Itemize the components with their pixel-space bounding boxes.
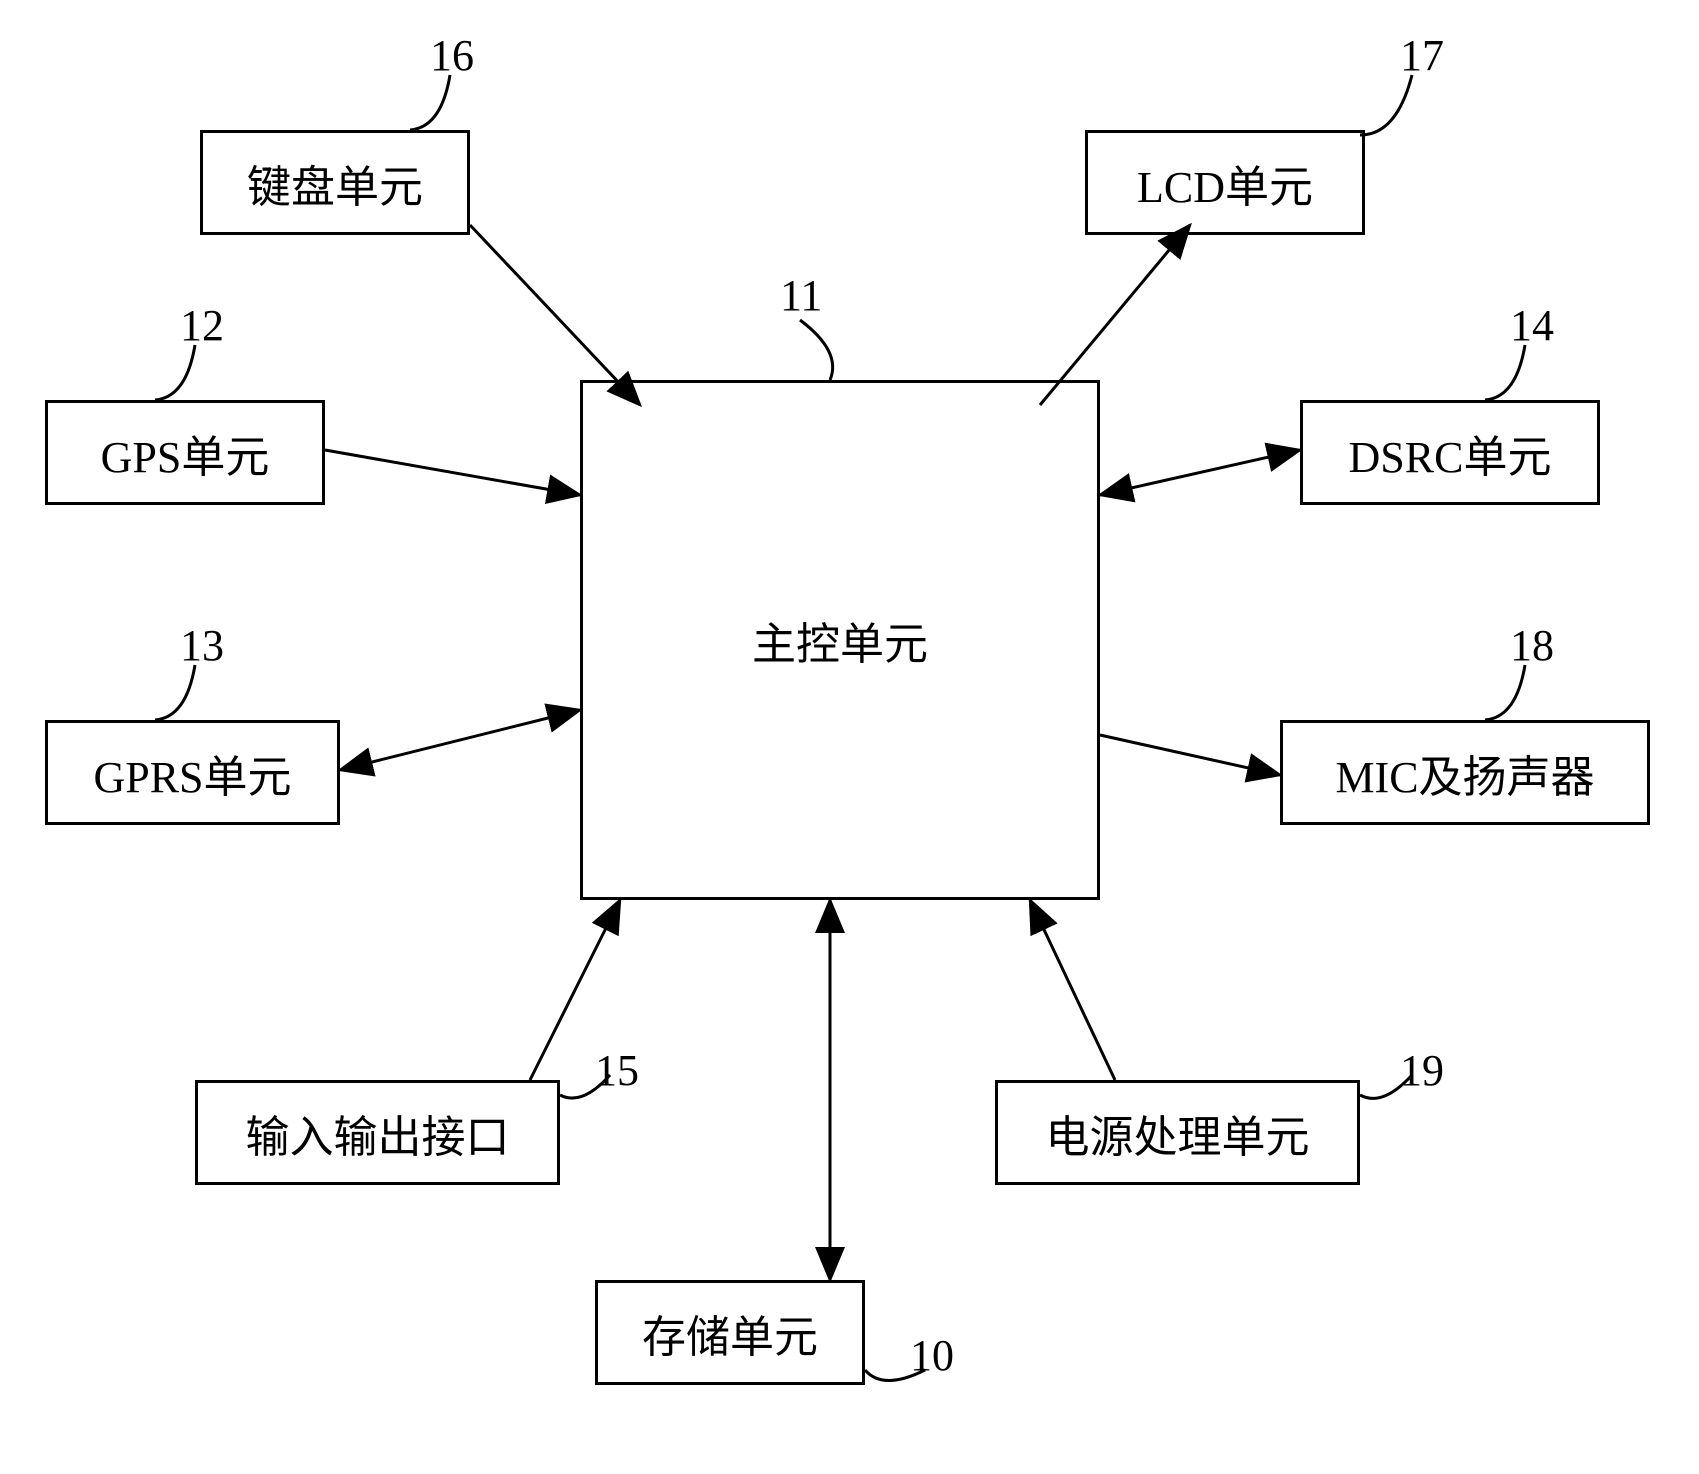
ref-15: 15 [595, 1045, 639, 1096]
block-19-label: 电源处理单元 [1046, 1101, 1310, 1165]
ref-18: 18 [1510, 620, 1554, 671]
block-14: DSRC单元 [1300, 400, 1600, 505]
ref-17: 17 [1400, 30, 1444, 81]
block-10: 存储单元 [595, 1280, 865, 1385]
ref-12: 12 [180, 300, 224, 351]
block-12: GPS单元 [45, 400, 325, 505]
ref-16: 16 [430, 30, 474, 81]
block-16: 键盘单元 [200, 130, 470, 235]
block-17: LCD单元 [1085, 130, 1365, 235]
block-16-label: 键盘单元 [247, 151, 423, 215]
block-15-label: 输入输出接口 [246, 1101, 510, 1165]
ref-14: 14 [1510, 300, 1554, 351]
block-12-label: GPS单元 [101, 421, 270, 485]
central-label: 主控单元 [752, 608, 928, 672]
block-15: 输入输出接口 [195, 1080, 560, 1185]
block-13-label: GPRS单元 [93, 741, 291, 805]
block-17-label: LCD单元 [1137, 151, 1313, 215]
block-18-label: MIC及扬声器 [1335, 741, 1594, 805]
block-10-label: 存储单元 [642, 1301, 818, 1365]
block-13: GPRS单元 [45, 720, 340, 825]
central-block: 主控单元 [580, 380, 1100, 900]
ref-13: 13 [180, 620, 224, 671]
block-18: MIC及扬声器 [1280, 720, 1650, 825]
ref-10: 10 [910, 1330, 954, 1381]
block-diagram: 主控单元 键盘单元 GPS单元 GPRS单元 输入输出接口 存储单元 电源处理单… [0, 0, 1699, 1474]
block-14-label: DSRC单元 [1349, 421, 1552, 485]
block-19: 电源处理单元 [995, 1080, 1360, 1185]
ref-11: 11 [780, 270, 822, 321]
ref-19: 19 [1400, 1045, 1444, 1096]
